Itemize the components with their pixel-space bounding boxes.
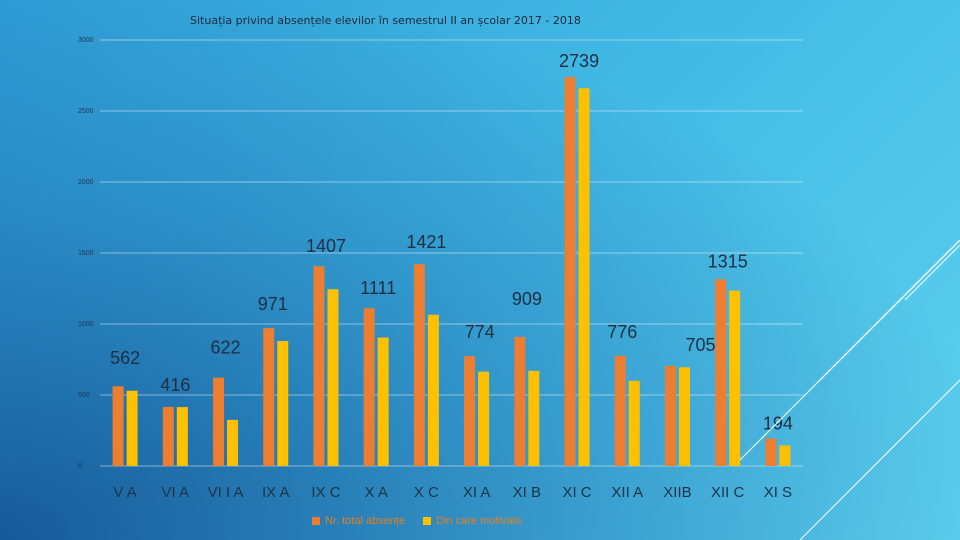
x-tick-label-0: V A: [113, 484, 136, 501]
bar-total-5: [363, 308, 375, 466]
decor-line-2: [739, 239, 960, 461]
x-tick-label-7: XI A: [463, 484, 491, 501]
x-tick-label-9: XI C: [562, 484, 591, 501]
decor-line-0: [904, 244, 960, 301]
data-label-6: 1421: [406, 232, 446, 252]
x-tick-label-2: VI I A: [208, 484, 244, 501]
data-label-10: 776: [607, 322, 637, 342]
bar-total-13: [765, 438, 777, 466]
legend-item-excused: Din care motivate: [423, 515, 522, 527]
bar-total-1: [162, 406, 174, 466]
data-label-9: 2739: [559, 51, 599, 71]
data-label-5: 1111: [360, 278, 396, 298]
bar-total-2: [213, 377, 225, 466]
x-tick-label-12: XII C: [711, 484, 745, 501]
y-tick-label-2000: 2000: [78, 179, 94, 186]
x-tick-label-1: VI A: [162, 484, 190, 501]
bar-total-0: [112, 386, 124, 466]
bar-excused-9: [578, 88, 590, 466]
x-tick-label-13: XI S: [764, 484, 792, 501]
y-tick-label-3000: 3000: [78, 37, 94, 44]
chart-legend: Nr. total absențe Din care motivate: [312, 515, 522, 527]
y-tick-label-500: 500: [78, 392, 90, 399]
data-label-1: 416: [160, 375, 190, 395]
x-tick-label-5: X A: [364, 484, 387, 501]
decor-line-3: [799, 379, 960, 540]
bar-excused-6: [427, 314, 439, 466]
y-tick-label-1500: 1500: [78, 250, 94, 257]
bar-excused-0: [126, 390, 138, 466]
data-label-8: 909: [512, 289, 542, 309]
bar-excused-13: [779, 445, 791, 466]
data-label-13: 194: [763, 413, 793, 433]
legend-label-total: Nr. total absențe: [325, 515, 406, 527]
data-label-0: 562: [110, 348, 140, 368]
data-label-7: 774: [465, 322, 495, 342]
bar-excused-4: [327, 289, 339, 466]
data-label-4: 1407: [306, 236, 346, 256]
bar-excused-7: [478, 371, 490, 466]
bar-total-3: [263, 328, 275, 466]
x-tick-label-3: IX A: [262, 484, 290, 501]
legend-swatch-excused: [423, 517, 432, 525]
bar-total-12: [715, 279, 727, 466]
bar-total-4: [313, 266, 325, 466]
bar-excused-11: [678, 367, 690, 466]
x-tick-label-11: XIIB: [663, 484, 691, 501]
data-label-3: 971: [258, 294, 288, 314]
bar-excused-10: [628, 380, 640, 466]
y-tick-label-1000: 1000: [78, 321, 94, 328]
y-tick-label-2500: 2500: [78, 108, 94, 115]
bar-excused-3: [277, 341, 289, 466]
bar-total-7: [464, 356, 476, 466]
data-label-11: 705: [685, 335, 715, 355]
x-tick-label-8: XI B: [513, 484, 541, 501]
x-tick-label-4: IX C: [311, 484, 340, 501]
legend-label-excused: Din care motivate: [436, 515, 522, 527]
legend-item-total: Nr. total absențe: [312, 515, 405, 527]
bar-excused-2: [227, 419, 239, 466]
y-tick-label-0: 0: [78, 463, 82, 470]
bar-excused-8: [528, 370, 540, 466]
bar-excused-5: [377, 337, 389, 466]
bar-total-10: [614, 355, 626, 466]
chart-title: Situația privind absențele elevilor în s…: [190, 14, 581, 27]
x-tick-label-6: X C: [414, 484, 439, 501]
bar-total-8: [514, 336, 526, 466]
x-tick-label-10: XII A: [611, 484, 643, 501]
data-label-2: 622: [211, 338, 241, 358]
legend-swatch-total: [312, 517, 320, 525]
bar-total-6: [413, 264, 425, 466]
bar-excused-12: [729, 290, 741, 466]
bar-total-11: [664, 365, 676, 466]
bar-excused-1: [176, 407, 188, 466]
data-label-12: 1315: [708, 251, 748, 271]
bar-total-9: [564, 77, 576, 466]
